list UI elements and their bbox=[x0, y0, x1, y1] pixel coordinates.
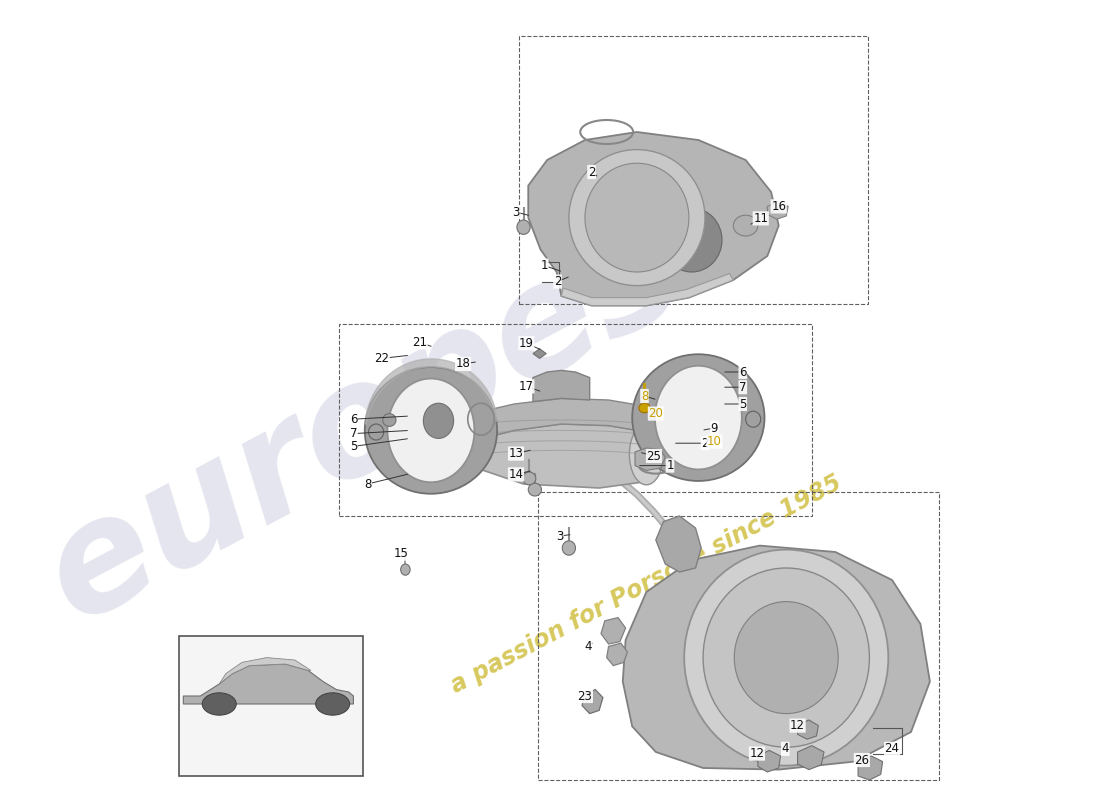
Polygon shape bbox=[758, 750, 781, 772]
Ellipse shape bbox=[528, 483, 541, 496]
Text: 4: 4 bbox=[584, 640, 592, 653]
Text: 5: 5 bbox=[350, 440, 358, 453]
Polygon shape bbox=[607, 643, 627, 666]
Polygon shape bbox=[798, 746, 824, 770]
Ellipse shape bbox=[587, 214, 648, 278]
Text: a passion for Porsche since 1985: a passion for Porsche since 1985 bbox=[447, 470, 846, 698]
Polygon shape bbox=[858, 756, 882, 780]
Polygon shape bbox=[635, 448, 666, 470]
Text: 6: 6 bbox=[350, 413, 358, 426]
Text: 14: 14 bbox=[508, 468, 524, 481]
Ellipse shape bbox=[569, 150, 705, 286]
Polygon shape bbox=[410, 400, 466, 440]
Polygon shape bbox=[582, 690, 603, 714]
Text: europes: europes bbox=[21, 194, 705, 654]
Text: 22: 22 bbox=[374, 352, 389, 365]
Text: 6: 6 bbox=[739, 366, 747, 378]
Text: 4: 4 bbox=[782, 742, 789, 755]
Ellipse shape bbox=[517, 220, 530, 234]
Text: 7: 7 bbox=[739, 381, 747, 394]
Ellipse shape bbox=[368, 424, 384, 440]
Ellipse shape bbox=[632, 354, 764, 481]
Ellipse shape bbox=[365, 367, 497, 494]
Ellipse shape bbox=[316, 693, 350, 715]
Ellipse shape bbox=[626, 202, 686, 266]
Ellipse shape bbox=[661, 208, 722, 272]
Ellipse shape bbox=[424, 403, 453, 438]
Ellipse shape bbox=[400, 564, 410, 575]
Text: 23: 23 bbox=[578, 690, 593, 702]
Ellipse shape bbox=[629, 424, 663, 485]
Text: 11: 11 bbox=[754, 212, 768, 225]
Polygon shape bbox=[601, 618, 626, 644]
Text: 26: 26 bbox=[855, 754, 869, 766]
Polygon shape bbox=[528, 132, 779, 306]
Text: 8: 8 bbox=[641, 390, 648, 402]
Text: 3: 3 bbox=[556, 530, 563, 542]
Text: 10: 10 bbox=[707, 435, 722, 448]
Text: 15: 15 bbox=[393, 547, 408, 560]
Ellipse shape bbox=[734, 215, 758, 236]
Text: 2: 2 bbox=[587, 166, 595, 178]
Text: 13: 13 bbox=[508, 447, 524, 460]
Polygon shape bbox=[656, 516, 701, 572]
Polygon shape bbox=[476, 398, 661, 444]
Ellipse shape bbox=[522, 472, 536, 485]
Ellipse shape bbox=[654, 366, 741, 470]
Polygon shape bbox=[623, 546, 930, 770]
Text: 18: 18 bbox=[455, 358, 471, 370]
Text: 25: 25 bbox=[647, 450, 661, 462]
Text: 16: 16 bbox=[771, 200, 786, 213]
Text: 21: 21 bbox=[412, 336, 427, 349]
Polygon shape bbox=[476, 424, 661, 488]
Text: 2: 2 bbox=[553, 275, 561, 288]
Text: 24: 24 bbox=[884, 742, 900, 755]
Text: 2: 2 bbox=[701, 437, 708, 450]
Ellipse shape bbox=[703, 568, 869, 747]
Ellipse shape bbox=[202, 693, 236, 715]
Ellipse shape bbox=[639, 403, 650, 413]
FancyBboxPatch shape bbox=[178, 636, 363, 776]
Ellipse shape bbox=[585, 163, 689, 272]
Ellipse shape bbox=[735, 602, 838, 714]
Text: 7: 7 bbox=[350, 427, 358, 440]
Text: 12: 12 bbox=[790, 719, 805, 732]
Polygon shape bbox=[184, 664, 353, 704]
Ellipse shape bbox=[383, 414, 396, 426]
Polygon shape bbox=[219, 658, 311, 684]
Polygon shape bbox=[768, 202, 788, 219]
Ellipse shape bbox=[562, 541, 575, 555]
Text: 5: 5 bbox=[739, 398, 747, 410]
Text: 1: 1 bbox=[667, 459, 674, 472]
Text: 8: 8 bbox=[364, 478, 372, 490]
Polygon shape bbox=[534, 349, 547, 358]
Text: 20: 20 bbox=[648, 407, 663, 420]
Polygon shape bbox=[561, 274, 734, 306]
Polygon shape bbox=[534, 370, 590, 402]
Text: 12: 12 bbox=[749, 747, 764, 760]
Ellipse shape bbox=[746, 411, 761, 427]
Text: 1: 1 bbox=[540, 259, 548, 272]
Text: 3: 3 bbox=[513, 206, 519, 218]
Polygon shape bbox=[798, 720, 818, 739]
Text: 19: 19 bbox=[519, 337, 534, 350]
Text: 17: 17 bbox=[519, 380, 534, 393]
Ellipse shape bbox=[684, 550, 889, 766]
Text: 9: 9 bbox=[711, 422, 718, 434]
Ellipse shape bbox=[387, 378, 474, 482]
